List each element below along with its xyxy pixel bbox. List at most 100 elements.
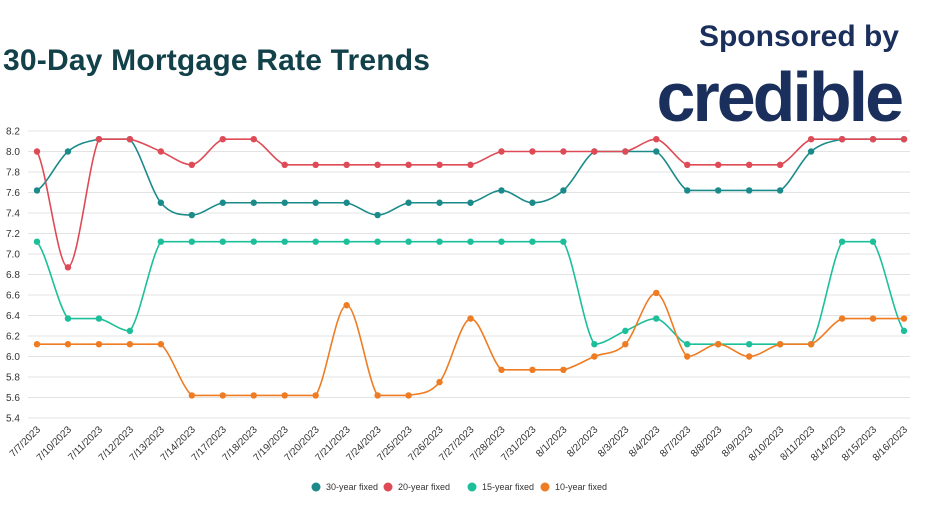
data-point[interactable] [838, 238, 846, 245]
data-point[interactable] [95, 315, 103, 322]
data-point[interactable] [653, 315, 660, 322]
data-point[interactable] [684, 161, 691, 169]
data-point[interactable] [33, 238, 41, 245]
data-point[interactable] [157, 199, 165, 206]
data-point[interactable] [529, 148, 536, 155]
data-point[interactable] [374, 238, 381, 245]
data-point[interactable] [838, 136, 846, 143]
data-point[interactable] [807, 136, 815, 143]
data-point[interactable] [312, 161, 319, 169]
data-point[interactable] [436, 378, 443, 386]
data-point[interactable] [126, 327, 134, 335]
data-point[interactable] [33, 341, 41, 348]
data-point[interactable] [869, 315, 877, 322]
data-point[interactable] [560, 187, 567, 194]
data-point[interactable] [467, 238, 474, 245]
legend-item[interactable]: 30-year fixed [311, 482, 379, 492]
data-point[interactable] [591, 341, 598, 348]
data-point[interactable] [405, 238, 412, 245]
data-point[interactable] [188, 211, 196, 219]
data-point[interactable] [529, 366, 536, 374]
data-point[interactable] [436, 238, 443, 245]
data-point[interactable] [188, 392, 196, 399]
data-point[interactable] [467, 161, 474, 169]
data-point[interactable] [64, 264, 72, 271]
data-point[interactable] [436, 161, 443, 169]
data-point[interactable] [467, 315, 474, 322]
data-point[interactable] [900, 315, 908, 322]
data-point[interactable] [405, 161, 412, 169]
data-point[interactable] [622, 327, 629, 335]
data-point[interactable] [312, 199, 319, 206]
data-point[interactable] [312, 392, 319, 399]
data-point[interactable] [684, 187, 691, 194]
data-point[interactable] [498, 366, 505, 374]
data-point[interactable] [157, 148, 165, 155]
data-point[interactable] [529, 238, 536, 245]
data-point[interactable] [869, 238, 877, 245]
data-point[interactable] [343, 199, 350, 206]
data-point[interactable] [250, 199, 257, 206]
data-point[interactable] [405, 392, 412, 399]
data-point[interactable] [64, 341, 72, 348]
data-point[interactable] [745, 341, 753, 348]
data-point[interactable] [838, 315, 846, 322]
data-point[interactable] [250, 238, 257, 245]
data-point[interactable] [436, 199, 443, 206]
data-point[interactable] [219, 199, 226, 206]
data-point[interactable] [776, 187, 784, 194]
data-point[interactable] [776, 341, 784, 348]
data-point[interactable] [126, 136, 134, 143]
data-point[interactable] [498, 148, 505, 155]
data-point[interactable] [343, 302, 350, 309]
data-point[interactable] [281, 199, 288, 206]
data-point[interactable] [807, 148, 815, 155]
data-point[interactable] [33, 148, 41, 155]
data-point[interactable] [776, 161, 784, 169]
data-point[interactable] [807, 341, 815, 348]
data-point[interactable] [64, 148, 72, 155]
data-point[interactable] [684, 353, 691, 360]
data-point[interactable] [715, 161, 722, 169]
data-point[interactable] [95, 341, 103, 348]
data-point[interactable] [653, 148, 660, 155]
data-point[interactable] [219, 392, 226, 399]
data-point[interactable] [250, 136, 257, 143]
data-point[interactable] [745, 187, 753, 194]
data-point[interactable] [188, 161, 196, 169]
data-point[interactable] [157, 341, 165, 348]
data-point[interactable] [188, 238, 196, 245]
data-point[interactable] [900, 327, 908, 335]
data-point[interactable] [312, 238, 319, 245]
data-point[interactable] [33, 187, 41, 194]
data-point[interactable] [374, 392, 381, 399]
data-point[interactable] [405, 199, 412, 206]
data-point[interactable] [250, 392, 257, 399]
data-point[interactable] [157, 238, 165, 245]
data-point[interactable] [622, 341, 629, 348]
data-point[interactable] [622, 148, 629, 155]
data-point[interactable] [715, 341, 722, 348]
data-point[interactable] [684, 341, 691, 348]
data-point[interactable] [95, 136, 103, 143]
data-point[interactable] [219, 136, 226, 143]
data-point[interactable] [560, 366, 567, 374]
data-point[interactable] [281, 238, 288, 245]
data-point[interactable] [653, 289, 660, 297]
data-point[interactable] [64, 315, 72, 322]
data-point[interactable] [560, 148, 567, 155]
data-point[interactable] [281, 161, 288, 169]
data-point[interactable] [281, 392, 288, 399]
data-point[interactable] [715, 187, 722, 194]
data-point[interactable] [126, 341, 134, 348]
data-point[interactable] [467, 199, 474, 206]
legend[interactable]: 30-year fixed 20-year fixed 15-year fixed 1… [311, 482, 608, 492]
data-point[interactable] [653, 136, 660, 143]
data-point[interactable] [560, 238, 567, 245]
data-point[interactable] [745, 161, 753, 169]
data-point[interactable] [374, 161, 381, 169]
legend-item[interactable]: 10-year fixed [540, 482, 608, 492]
data-point[interactable] [745, 353, 753, 360]
legend-item[interactable]: 20-year fixed [383, 482, 451, 492]
data-point[interactable] [498, 238, 505, 245]
